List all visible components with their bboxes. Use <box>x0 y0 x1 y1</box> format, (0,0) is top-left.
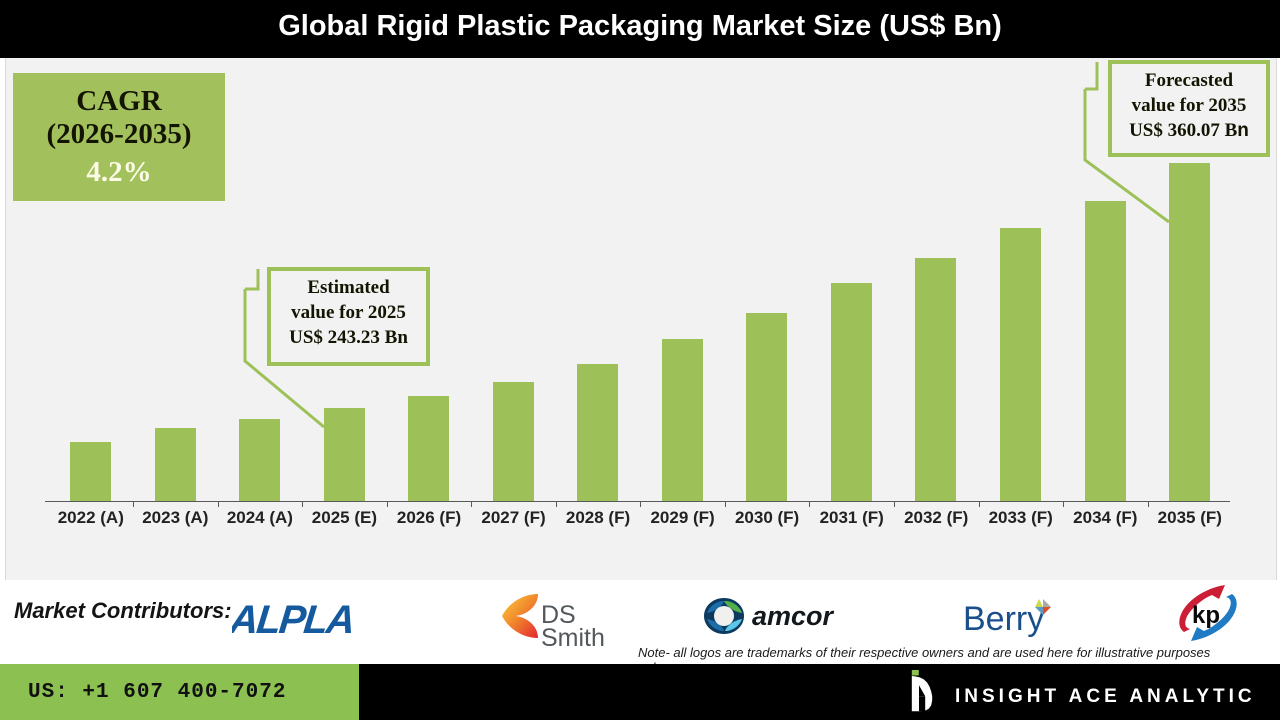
svg-text:Smith: Smith <box>541 624 605 650</box>
svg-text:Berry: Berry <box>963 600 1044 638</box>
svg-text:kp: kp <box>1192 602 1220 629</box>
svg-text:ALPLA: ALPLA <box>232 600 356 640</box>
svg-text:amcor: amcor <box>752 601 835 631</box>
